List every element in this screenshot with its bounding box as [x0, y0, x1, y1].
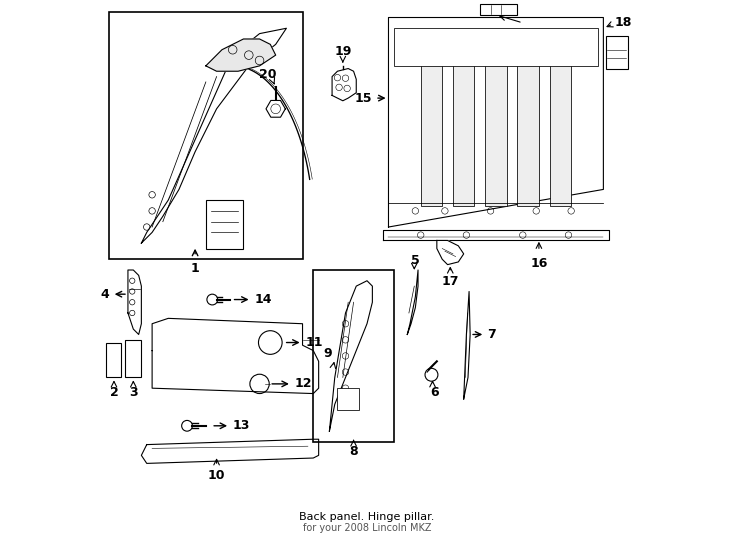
Text: 18: 18 [614, 16, 631, 29]
Bar [453, 44, 474, 206]
Bar [480, 4, 517, 15]
Text: 5: 5 [411, 254, 420, 267]
Text: 13: 13 [233, 419, 250, 433]
Text: 1: 1 [191, 262, 200, 275]
Text: 4: 4 [101, 288, 109, 301]
Text: Back panel. Hinge pillar.: Back panel. Hinge pillar. [299, 512, 435, 522]
Text: 2: 2 [109, 386, 118, 399]
Polygon shape [388, 17, 603, 227]
Bar [338, 388, 359, 410]
Bar [394, 28, 598, 66]
Text: for your 2008 Lincoln MKZ: for your 2008 Lincoln MKZ [302, 523, 432, 533]
Bar [485, 44, 506, 206]
Text: 8: 8 [349, 444, 358, 457]
Text: 7: 7 [487, 328, 496, 341]
Polygon shape [464, 292, 470, 399]
Text: 16: 16 [530, 256, 548, 269]
Bar [206, 200, 244, 248]
Polygon shape [152, 319, 319, 394]
Bar [313, 270, 394, 442]
Bar [421, 44, 442, 206]
Text: 19: 19 [334, 45, 352, 58]
Text: 12: 12 [294, 377, 312, 390]
Bar [126, 340, 142, 377]
Polygon shape [142, 28, 286, 243]
Text: 6: 6 [430, 386, 438, 399]
Text: 10: 10 [208, 469, 225, 482]
Polygon shape [332, 69, 356, 101]
Polygon shape [142, 439, 319, 463]
Polygon shape [407, 270, 418, 334]
Text: 14: 14 [254, 293, 272, 306]
Text: 9: 9 [324, 347, 332, 360]
Text: 20: 20 [259, 68, 277, 81]
Polygon shape [330, 281, 372, 431]
Text: 15: 15 [355, 92, 372, 105]
Polygon shape [128, 270, 142, 334]
Polygon shape [383, 230, 608, 240]
Text: 11: 11 [305, 336, 323, 349]
Polygon shape [437, 240, 464, 265]
Bar [606, 36, 628, 69]
Text: 17: 17 [442, 275, 459, 288]
Text: 3: 3 [129, 386, 137, 399]
Bar [109, 12, 302, 259]
Bar [517, 44, 539, 206]
Polygon shape [206, 39, 276, 71]
Bar [106, 342, 122, 377]
Bar [550, 44, 571, 206]
Polygon shape [266, 100, 286, 117]
